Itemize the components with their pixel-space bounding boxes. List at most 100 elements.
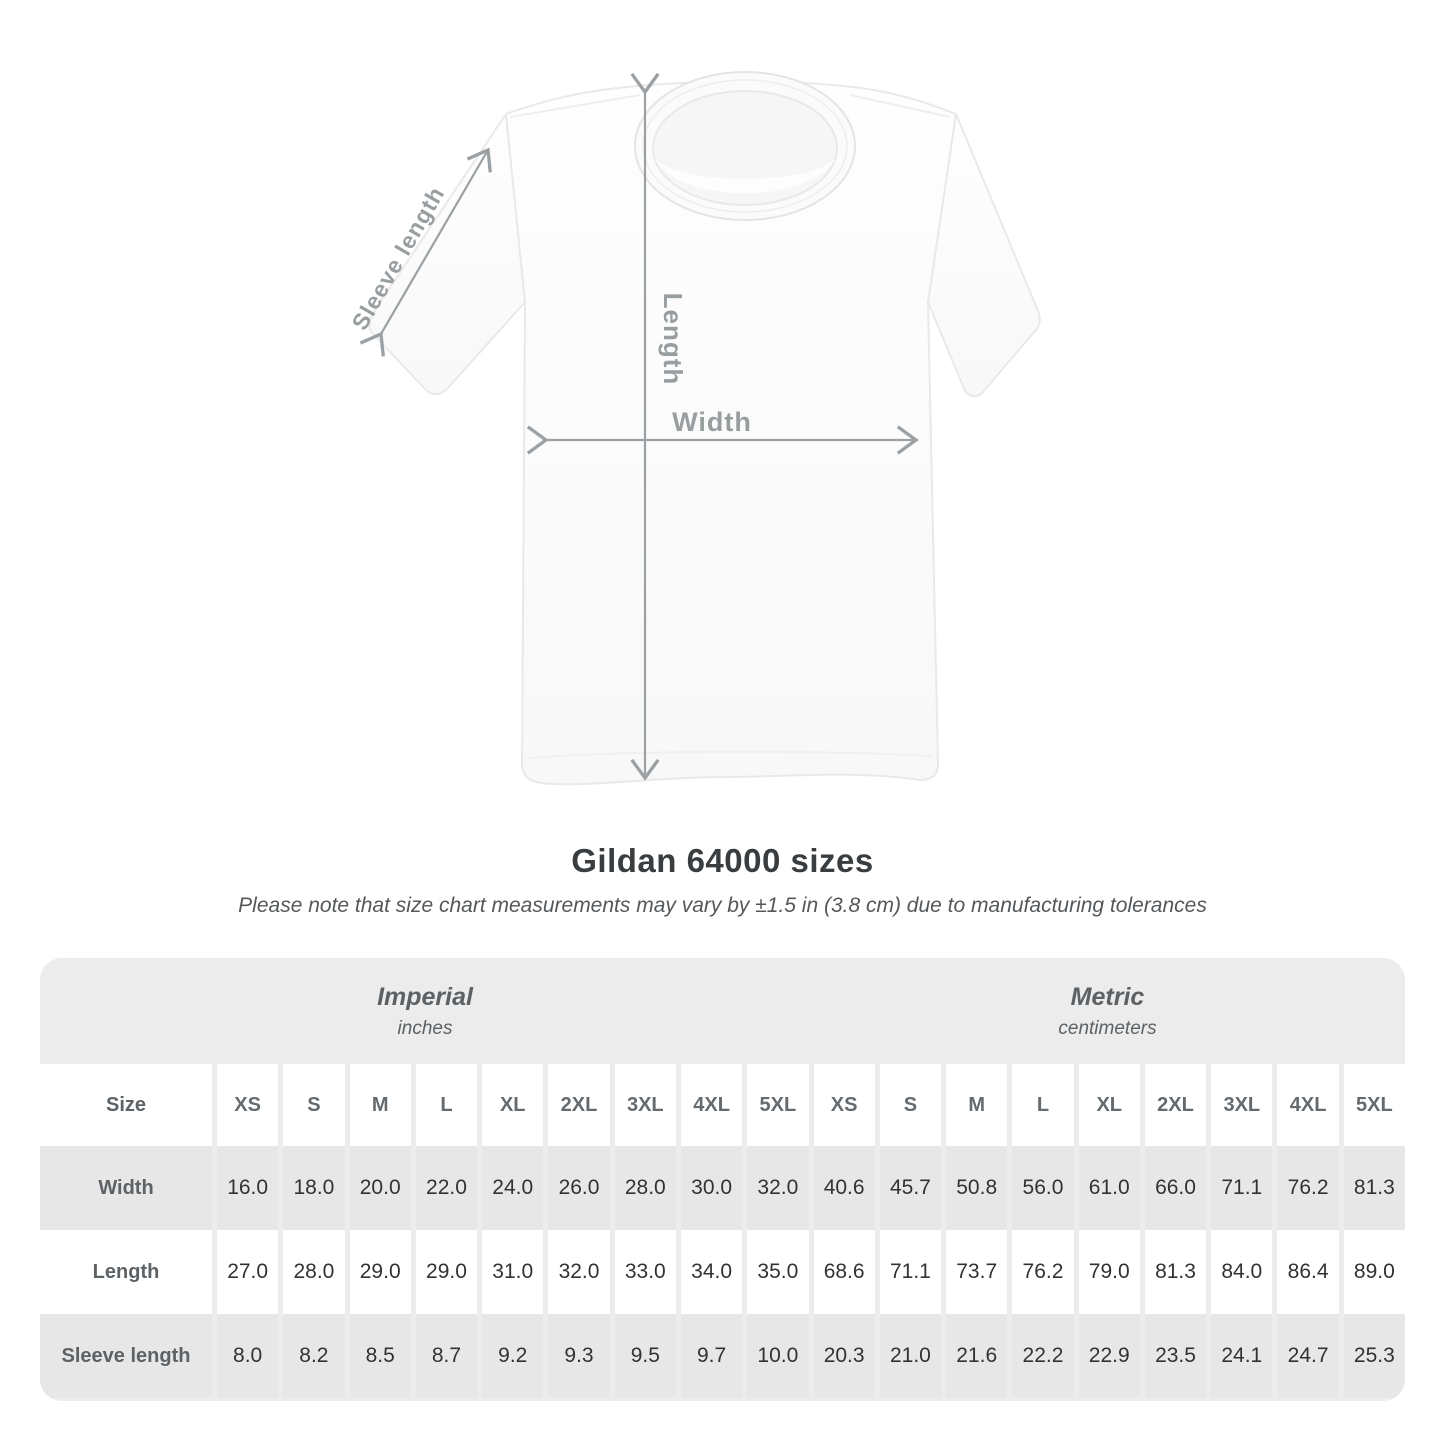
measurement-value: 61.0 xyxy=(1078,1146,1140,1230)
measurement-value: 22.9 xyxy=(1078,1314,1140,1398)
measurement-value: 25.3 xyxy=(1343,1314,1405,1398)
metric-unit: centimeters xyxy=(1058,1017,1157,1039)
measurement-value: 20.0 xyxy=(349,1146,411,1230)
measurement-value: 31.0 xyxy=(482,1230,544,1314)
size-col-header: XS xyxy=(217,1064,279,1146)
measurement-value: 27.0 xyxy=(217,1230,279,1314)
size-col-header: 4XL xyxy=(1277,1064,1339,1146)
measurement-value: 24.0 xyxy=(482,1146,544,1230)
measurement-value: 71.1 xyxy=(1211,1146,1273,1230)
sleeve-length-arrow xyxy=(359,147,492,357)
tshirt-diagram: Sleeve length Length Width xyxy=(346,71,1041,786)
size-header-label: Size xyxy=(40,1064,212,1146)
measurement-value: 24.1 xyxy=(1211,1314,1273,1398)
measurement-value: 66.0 xyxy=(1144,1146,1207,1230)
measurement-value: 28.0 xyxy=(283,1230,345,1314)
measurement-value: 81.3 xyxy=(1343,1146,1405,1230)
measurement-value: 22.2 xyxy=(1012,1314,1074,1398)
size-col-header: S xyxy=(879,1064,942,1146)
measurement-value: 8.2 xyxy=(283,1314,345,1398)
tshirt-shoulder-seams xyxy=(509,94,951,118)
measurement-value: 9.7 xyxy=(680,1314,743,1398)
size-col-header: 2XL xyxy=(548,1064,610,1146)
size-header-row: Size XS S M L XL 2XL 3XL 4XL 5XL XS S M L XL 2XL 3XL 4XL… xyxy=(40,1064,1405,1146)
measurement-value: 9.5 xyxy=(614,1314,676,1398)
width-label: Width xyxy=(672,407,752,437)
measurement-value: 76.2 xyxy=(1277,1146,1339,1230)
size-col-header: 3XL xyxy=(614,1064,676,1146)
imperial-unit: inches xyxy=(397,1017,453,1039)
measurement-value: 8.5 xyxy=(349,1314,411,1398)
size-col-header: L xyxy=(1012,1064,1074,1146)
measurement-row: Sleeve length 8.0 8.2 8.5 8.7 9.2 9.3 9.5 9.7 10.… xyxy=(40,1314,1405,1398)
unit-band: Imperial inches Metric centimeters xyxy=(40,958,1405,1064)
measurement-value: 10.0 xyxy=(747,1314,809,1398)
measurement-value: 33.0 xyxy=(614,1230,676,1314)
size-col-header: 5XL xyxy=(747,1064,809,1146)
measurement-value: 71.1 xyxy=(879,1230,942,1314)
measurement-value: 29.0 xyxy=(415,1230,478,1314)
measurement-row: Length 27.0 28.0 29.0 29.0 31.0 32.0 33.0 34.0 35… xyxy=(40,1230,1405,1314)
metric-name: Metric xyxy=(1070,982,1145,1011)
measurement-value: 34.0 xyxy=(680,1230,743,1314)
measurement-value: 73.7 xyxy=(946,1230,1008,1314)
measurement-value: 16.0 xyxy=(217,1146,279,1230)
measurement-value: 81.3 xyxy=(1144,1230,1207,1314)
size-col-header: M xyxy=(349,1064,411,1146)
size-table: Imperial inches Metric centimeters Size … xyxy=(40,958,1405,1401)
measurement-value: 35.0 xyxy=(747,1230,809,1314)
tshirt-right-sleeve xyxy=(927,113,1041,398)
size-col-header: 5XL xyxy=(1343,1064,1405,1146)
tshirt-collar-front xyxy=(654,158,836,194)
measurement-value: 40.6 xyxy=(813,1146,875,1230)
size-col-header: 2XL xyxy=(1144,1064,1207,1146)
size-chart-subtitle: Please note that size chart measurements… xyxy=(238,894,1207,917)
measurement-value: 76.2 xyxy=(1012,1230,1074,1314)
measurement-value: 9.2 xyxy=(482,1314,544,1398)
measurement-value: 18.0 xyxy=(283,1146,345,1230)
imperial-name: Imperial xyxy=(377,982,473,1011)
measurement-value: 28.0 xyxy=(614,1146,676,1230)
measurement-value: 21.0 xyxy=(879,1314,942,1398)
size-col-header: M xyxy=(946,1064,1008,1146)
measurement-value: 21.6 xyxy=(946,1314,1008,1398)
length-label: Length xyxy=(658,293,688,386)
row-label: Width xyxy=(40,1146,212,1230)
row-label: Length xyxy=(40,1230,212,1314)
measurement-value: 23.5 xyxy=(1144,1314,1207,1398)
measurement-value: 26.0 xyxy=(548,1146,610,1230)
metric-header: Metric centimeters xyxy=(810,958,1405,1064)
size-col-header: XS xyxy=(813,1064,875,1146)
measurement-value: 32.0 xyxy=(548,1230,610,1314)
size-col-header: XL xyxy=(1078,1064,1140,1146)
measurement-value: 84.0 xyxy=(1211,1230,1273,1314)
measurement-value: 20.3 xyxy=(813,1314,875,1398)
measurement-value: 45.7 xyxy=(879,1146,942,1230)
size-col-header: S xyxy=(283,1064,345,1146)
measurement-value: 30.0 xyxy=(680,1146,743,1230)
size-chart-title: Gildan 64000 sizes xyxy=(571,842,874,879)
row-label: Sleeve length xyxy=(40,1314,212,1398)
measurement-value: 68.6 xyxy=(813,1230,875,1314)
measurement-value: 89.0 xyxy=(1343,1230,1405,1314)
measurement-value: 56.0 xyxy=(1012,1146,1074,1230)
measurement-value: 8.7 xyxy=(415,1314,478,1398)
size-col-header: XL xyxy=(482,1064,544,1146)
measurement-value: 29.0 xyxy=(349,1230,411,1314)
size-col-header: 3XL xyxy=(1211,1064,1273,1146)
measurement-value: 79.0 xyxy=(1078,1230,1140,1314)
measurement-value: 9.3 xyxy=(548,1314,610,1398)
imperial-header: Imperial inches xyxy=(40,958,810,1064)
tshirt-hem-stitch xyxy=(527,750,933,759)
size-col-header: 4XL xyxy=(680,1064,743,1146)
size-col-header: L xyxy=(415,1064,478,1146)
measurement-value: 24.7 xyxy=(1277,1314,1339,1398)
measurement-value: 32.0 xyxy=(747,1146,809,1230)
measurement-value: 86.4 xyxy=(1277,1230,1339,1314)
tshirt-graphic: Sleeve length Length Width xyxy=(346,71,1041,786)
measurement-rows: Width 16.0 18.0 20.0 22.0 24.0 26.0 28.0 30.0 32.… xyxy=(40,1146,1405,1398)
measurement-row: Width 16.0 18.0 20.0 22.0 24.0 26.0 28.0 30.0 32.… xyxy=(40,1146,1405,1230)
measurement-value: 8.0 xyxy=(217,1314,279,1398)
measurement-value: 50.8 xyxy=(946,1146,1008,1230)
